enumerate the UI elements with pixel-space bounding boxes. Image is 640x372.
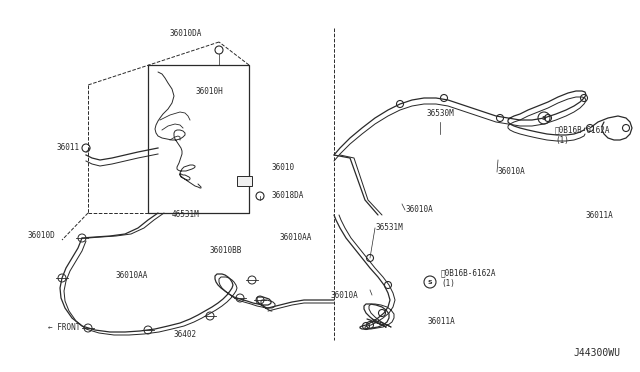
Text: ← FRONT: ← FRONT [48, 324, 81, 333]
Text: 36011: 36011 [57, 144, 80, 153]
Text: 36010AA: 36010AA [116, 272, 148, 280]
Text: 0B16B-6162A
(1): 0B16B-6162A (1) [555, 125, 611, 145]
Text: 36530M: 36530M [426, 109, 454, 118]
Text: 36402: 36402 [173, 330, 196, 339]
Text: S: S [541, 115, 547, 121]
Text: M: M [242, 179, 246, 183]
Text: 36011A: 36011A [586, 211, 614, 219]
Text: 0B16B-6162A
(1): 0B16B-6162A (1) [441, 268, 497, 288]
Text: 36531M: 36531M [375, 224, 403, 232]
Text: 36010BB: 36010BB [210, 246, 243, 255]
Text: 36010D: 36010D [28, 231, 55, 241]
Text: 36010H: 36010H [195, 87, 223, 96]
Text: 36010AA: 36010AA [280, 234, 312, 243]
Text: 36010A: 36010A [497, 167, 525, 176]
Text: J44300WU: J44300WU [573, 348, 620, 358]
Text: 36011A: 36011A [427, 317, 455, 327]
Text: 36010DA: 36010DA [170, 29, 202, 38]
Text: 46531M: 46531M [171, 210, 199, 219]
Text: 36010A: 36010A [405, 205, 433, 215]
Text: 36010: 36010 [272, 164, 295, 173]
Text: 36010A: 36010A [330, 291, 358, 299]
Text: 36018DA: 36018DA [272, 192, 305, 201]
Bar [237, 176, 252, 186]
Text: S: S [428, 279, 432, 285]
